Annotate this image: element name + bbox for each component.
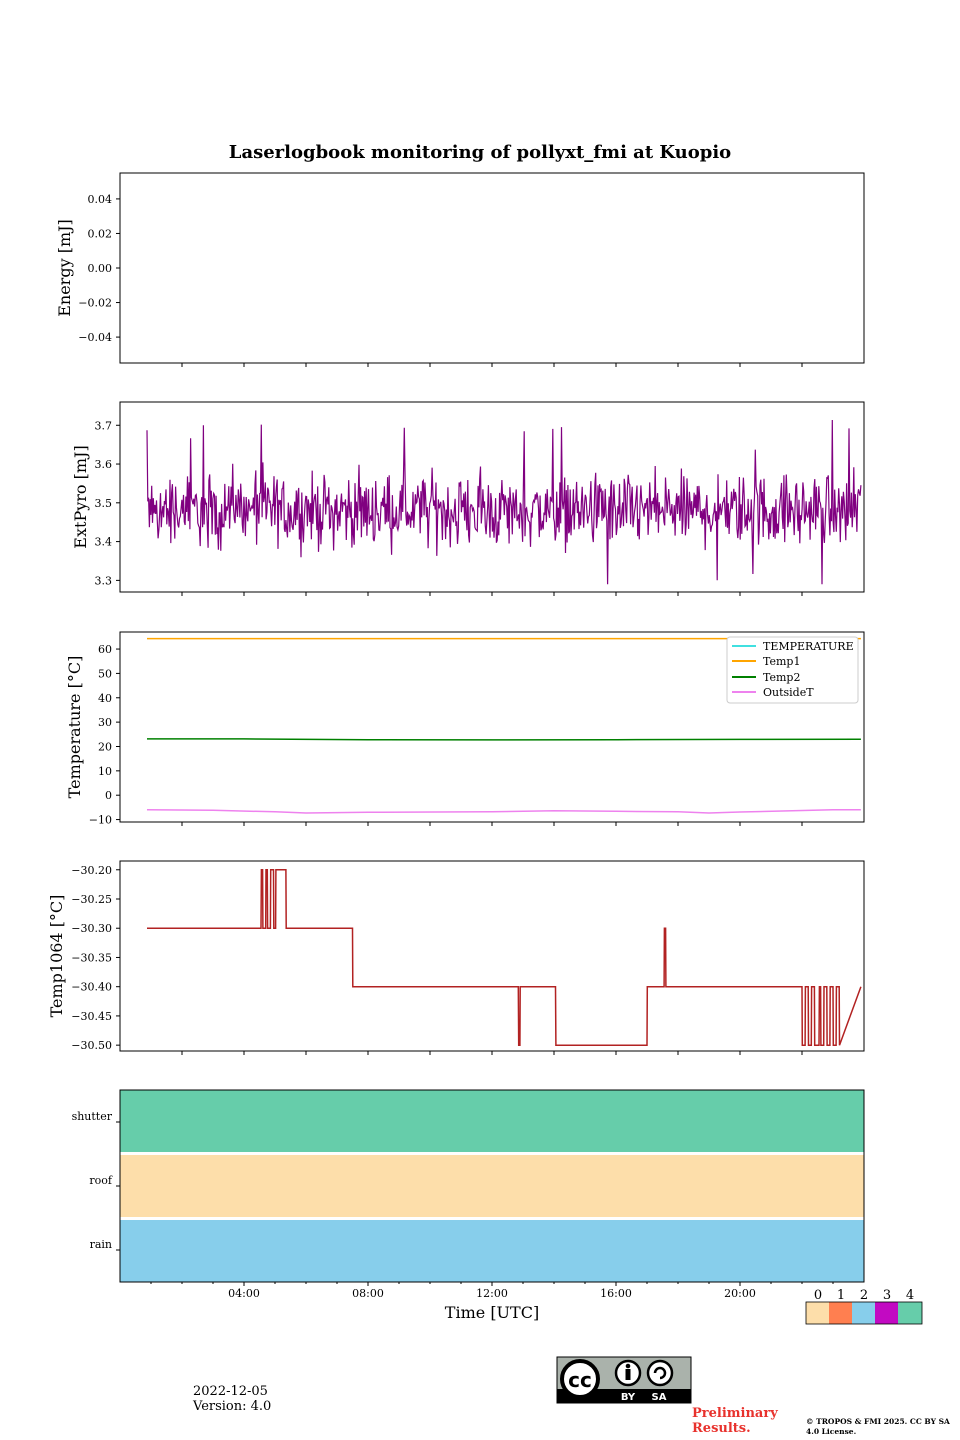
temp1064-ytick-label: −30.45 <box>71 1010 112 1023</box>
temp2-series-line <box>147 738 861 741</box>
temp1064-ytick-label: −30.40 <box>71 981 112 994</box>
legend-label-temperature: TEMPERATURE <box>763 640 854 653</box>
legend-label-outsidet: OutsideT <box>763 686 814 699</box>
panel-status: shutter roof rain 04:00 08:00 12:00 16:00 20… <box>72 1089 865 1322</box>
status-colorbar: 0 1 2 3 4 <box>805 1288 923 1325</box>
legend-box <box>726 636 859 704</box>
colorbar-label-2: 2 <box>860 1288 868 1303</box>
copyright-notice: © TROPOS & FMI 2025. CC BY SA 4.0 Licens… <box>806 1417 950 1436</box>
temp1064-y-ticks: −30.20 −30.25 −30.30 −30.35 −30.40 −30.45 −30.… <box>71 864 120 1052</box>
temp1064-series-line <box>147 869 862 1046</box>
extpyro-ytick-label: 3.3 <box>95 574 113 587</box>
colorbar-frame <box>805 1301 923 1325</box>
energy-ytick-label: 0.04 <box>88 193 113 206</box>
temp1064-x-ticks <box>181 1051 803 1055</box>
energy-ytick-label: 0.00 <box>88 262 113 275</box>
colorbar-cell-1 <box>829 1302 852 1324</box>
status-row-shutter <box>120 1090 864 1152</box>
footer-version: Version: 4.0 <box>193 1399 272 1414</box>
share-alike-icon-arrow <box>653 1366 667 1380</box>
panel-energy: 0.04 0.02 0.00 −0.02 −0.04 Energy [mJ] <box>55 172 865 367</box>
colorbar-cell-0 <box>806 1302 829 1324</box>
cc-label-sa: SA <box>652 1392 667 1403</box>
status-xtick-label: 04:00 <box>228 1287 260 1300</box>
preliminary-results-note: Preliminary Results. <box>692 1406 778 1436</box>
status-label-shutter: shutter <box>72 1110 113 1123</box>
temperature-ytick-label: 30 <box>98 716 112 729</box>
temp1064-ytick-label: −30.35 <box>71 951 112 964</box>
status-row-roof <box>120 1155 864 1217</box>
temp1064-ytick-label: −30.20 <box>71 864 112 877</box>
temperature-ytick-label: 10 <box>98 765 112 778</box>
attribution-icon-head <box>625 1363 631 1369</box>
panel-temp1064: −30.20 −30.25 −30.30 −30.35 −30.40 −30.45 −30.… <box>47 860 865 1055</box>
extpyro-ytick-label: 3.7 <box>95 419 113 432</box>
extpyro-ytick-label: 3.5 <box>95 497 113 510</box>
temperature-legend: TEMPERATURE Temp1 Temp2 OutsideT <box>726 636 859 704</box>
legend-label-temp2: Temp2 <box>763 671 800 684</box>
status-row-rain <box>120 1220 864 1282</box>
chart-title: Laserlogbook monitoring of pollyxt_fmi a… <box>229 142 731 163</box>
status-xtick-label: 12:00 <box>476 1287 508 1300</box>
temperature-ytick-label: 50 <box>98 667 112 680</box>
status-label-roof: roof <box>89 1174 113 1187</box>
panel-extpyro: 3.3 3.4 3.5 3.6 3.7 ExtPyro [mJ] <box>71 401 865 596</box>
colorbar-cell-2 <box>852 1302 875 1324</box>
energy-ytick-label: 0.02 <box>88 227 113 240</box>
temp1064-y-label: Temp1064 [°C] <box>47 895 66 1018</box>
cc-label-by: BY <box>621 1392 636 1403</box>
energy-y-ticks: 0.04 0.02 0.00 −0.02 −0.04 <box>78 193 120 344</box>
colorbar-label-0: 0 <box>814 1288 822 1303</box>
temperature-ytick-label: 20 <box>98 740 112 753</box>
energy-ytick-label: −0.04 <box>78 331 112 344</box>
extpyro-ytick-label: 3.6 <box>95 458 113 471</box>
extpyro-y-label: ExtPyro [mJ] <box>71 445 90 548</box>
temperature-ytick-label: 40 <box>98 692 112 705</box>
colorbar-cell-4 <box>898 1302 922 1324</box>
temperature-y-label: Temperature [°C] <box>65 656 84 799</box>
cc-license-badge: cc BY SA <box>556 1356 692 1404</box>
colorbar-label-3: 3 <box>883 1288 891 1303</box>
colorbar-label-1: 1 <box>837 1288 845 1303</box>
colorbar-label-4: 4 <box>906 1288 914 1303</box>
cc-icon-letters: cc <box>568 1368 592 1392</box>
energy-axes-frame <box>119 172 865 364</box>
extpyro-series-line <box>146 419 862 585</box>
extpyro-ytick-label: 3.4 <box>95 536 113 549</box>
temp1064-ytick-label: −30.50 <box>71 1039 112 1052</box>
extpyro-y-ticks: 3.3 3.4 3.5 3.6 3.7 <box>95 419 120 587</box>
status-xtick-label: 20:00 <box>724 1287 756 1300</box>
temp1064-ytick-label: −30.30 <box>71 922 112 935</box>
footer-date: 2022-12-05 <box>193 1384 268 1399</box>
status-xtick-label: 16:00 <box>600 1287 632 1300</box>
legend-label-temp1: Temp1 <box>763 655 800 668</box>
temp1064-ytick-label: −30.25 <box>71 893 112 906</box>
cc-icon <box>560 1359 600 1399</box>
panel-temperature: −10 0 10 20 30 40 50 60 Temperature [°C] TEMPER… <box>65 631 865 827</box>
temperature-y-ticks: −10 0 10 20 30 40 50 60 <box>89 643 120 827</box>
x-axis-label: Time [UTC] <box>445 1303 539 1322</box>
attribution-icon-body <box>625 1369 631 1380</box>
extpyro-x-ticks <box>181 592 803 596</box>
temp1064-axes-frame <box>119 860 865 1052</box>
share-alike-icon <box>646 1359 674 1387</box>
temperature-ytick-label: 60 <box>98 643 112 656</box>
colorbar-cell-3 <box>875 1302 898 1324</box>
status-label-rain: rain <box>90 1238 112 1251</box>
energy-x-ticks <box>181 363 803 367</box>
temperature-x-ticks <box>181 822 803 826</box>
temperature-ytick-label: −10 <box>89 814 112 827</box>
outsidet-series-line <box>146 809 861 814</box>
energy-ytick-label: −0.02 <box>78 297 112 310</box>
energy-y-label: Energy [mJ] <box>55 219 74 317</box>
status-x-ticks: 04:00 08:00 12:00 16:00 20:00 <box>150 1282 834 1300</box>
status-xtick-label: 08:00 <box>352 1287 384 1300</box>
temperature-ytick-label: 0 <box>105 789 112 802</box>
